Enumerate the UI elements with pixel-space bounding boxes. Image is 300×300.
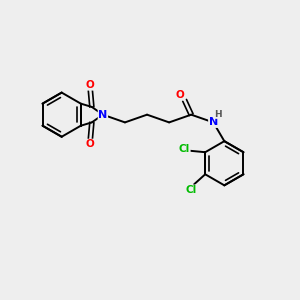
Text: Cl: Cl xyxy=(186,185,197,195)
Text: Cl: Cl xyxy=(179,144,190,154)
Text: H: H xyxy=(214,110,221,119)
Text: N: N xyxy=(98,110,107,120)
Text: N: N xyxy=(209,117,218,128)
Text: O: O xyxy=(86,139,95,149)
Text: O: O xyxy=(86,80,95,90)
Text: O: O xyxy=(176,90,184,100)
